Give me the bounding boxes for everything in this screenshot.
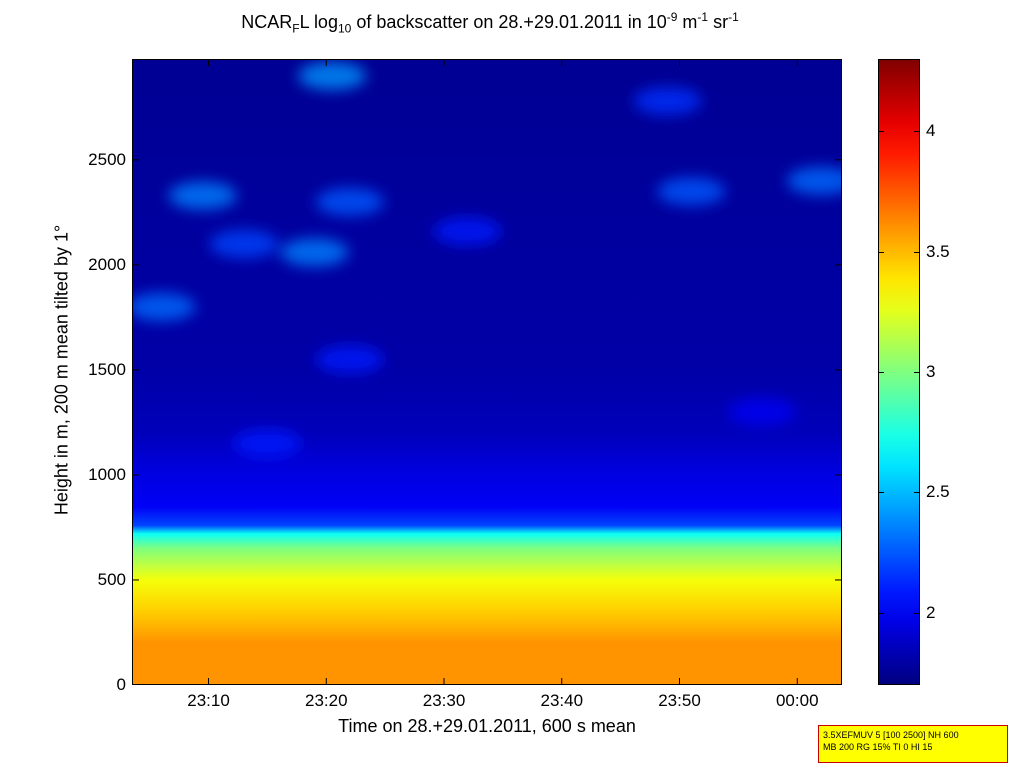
info-line-2: MB 200 RG 15% TI 0 HI 15 [823, 742, 933, 752]
x-tick-label: 00:00 [775, 691, 819, 710]
colorbar-tick-label: 2.5 [926, 482, 950, 502]
cloud-patch-7 [433, 217, 502, 246]
cloud-patch-11 [315, 345, 384, 374]
colorbar-tick-label: 2 [926, 602, 936, 622]
colorbar-tick-mark [878, 492, 884, 494]
cloud-patch-10 [786, 166, 842, 195]
colorbar-tick-mark [914, 612, 920, 614]
info-box: 3.5XEFMUV 5 [100 2500] NH 600 MB 200 RG … [818, 725, 1008, 763]
cloud-patch-4 [280, 238, 349, 267]
colorbar-tick-label: 3.5 [926, 241, 950, 261]
colorbar-tick-mark [878, 612, 884, 614]
plot-frame [132, 59, 842, 685]
heatmap-background [132, 59, 842, 685]
colorbar-tick-mark [914, 372, 920, 373]
cloud-patch-13 [727, 397, 796, 426]
cloud-patch-3 [209, 229, 278, 258]
cloud-patch-9 [633, 87, 702, 116]
y-tick-label: 1000 [88, 464, 126, 484]
x-tick-label: 23:40 [540, 691, 584, 710]
x-tick-label: 23:10 [187, 691, 230, 710]
colorbar-tick-mark [914, 131, 920, 133]
colorbar-tick-mark [878, 251, 884, 253]
colorbar [878, 59, 920, 685]
x-tick-label: 23:50 [658, 691, 701, 710]
y-tick-label: 500 [97, 569, 126, 589]
colorbar-tick-label: 3 [926, 362, 936, 381]
y-axis-label: Height in m, 200 m mean tilted by 1° [51, 224, 72, 516]
cloud-patch-8 [657, 177, 726, 206]
info-line-1: 3.5XEFMUV 5 [100 2500] NH 600 [823, 730, 959, 740]
heatmap-plot [132, 59, 842, 685]
colorbar-tick-mark [914, 492, 920, 494]
colorbar-tick-mark [878, 372, 884, 373]
y-tick-label: 1500 [88, 359, 126, 379]
x-axis-label: Time on 28.+29.01.2011, 600 s mean [338, 716, 636, 736]
y-tick-label: 2000 [88, 254, 126, 274]
colorbar-tick-label: 4 [926, 121, 936, 141]
chart-title: NCARFL log10 of backscatter on 28.+29.01… [241, 10, 739, 36]
cloud-patch-2 [132, 292, 196, 321]
cloud-patch-1 [168, 181, 237, 210]
y-tick-label: 0 [116, 675, 126, 694]
cloud-patch-12 [233, 429, 302, 458]
cloud-layer [132, 61, 842, 458]
colorbar-tick-mark [878, 131, 884, 133]
cloud-patch-5 [315, 187, 384, 216]
x-tick-label: 23:20 [304, 691, 348, 710]
cloud-patch-6 [298, 61, 367, 90]
y-tick-label: 2500 [88, 149, 126, 169]
x-tick-label: 23:30 [422, 691, 466, 710]
colorbar-tick-mark [914, 251, 920, 253]
tick-marks [132, 59, 842, 685]
